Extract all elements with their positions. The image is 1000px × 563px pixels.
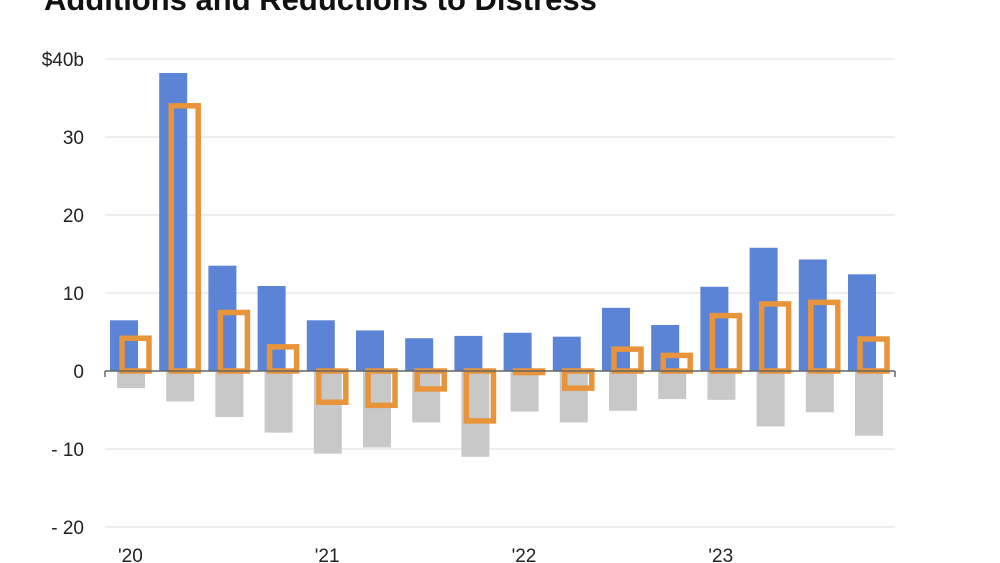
axis-ticks: $40b 30 20 10 0 - 10 - 20 '20 '21 '22 '23 xyxy=(42,50,896,563)
addition-bar xyxy=(503,332,532,371)
y-tick-label: 0 xyxy=(73,362,84,383)
y-tick-label: 20 xyxy=(63,206,84,227)
reduction-bar xyxy=(609,371,637,411)
reduction-bar xyxy=(707,371,736,400)
y-tick-label: 30 xyxy=(63,128,84,149)
reduction-bar xyxy=(264,371,293,433)
reduction-bar xyxy=(215,371,244,418)
y-tick-label: - 10 xyxy=(51,440,84,461)
reduction-bar xyxy=(658,371,687,400)
addition-bar xyxy=(552,336,581,371)
reduction-bar xyxy=(166,371,195,402)
reduction-bar xyxy=(510,371,539,412)
x-tick-label: '20 xyxy=(118,546,143,563)
y-tick-label: - 20 xyxy=(51,518,84,539)
x-tick-label: '21 xyxy=(315,546,340,563)
x-tick-label: '22 xyxy=(512,546,537,563)
reduction-bar xyxy=(756,371,785,427)
addition-bar xyxy=(306,320,335,371)
addition-bar xyxy=(405,338,434,371)
reduction-bar xyxy=(805,371,834,413)
addition-bar xyxy=(454,335,483,371)
y-tick-label: 10 xyxy=(63,284,84,305)
chart-title: Additions and Reductions to Distress xyxy=(44,0,597,18)
series-reductions-bars xyxy=(117,371,883,457)
x-tick-label: '23 xyxy=(708,546,733,563)
addition-bar xyxy=(356,330,384,371)
reduction-bar xyxy=(855,371,883,436)
y-tick-label: $40b xyxy=(42,50,84,71)
series-net-bars xyxy=(119,103,890,424)
reduction-bar xyxy=(117,371,145,389)
